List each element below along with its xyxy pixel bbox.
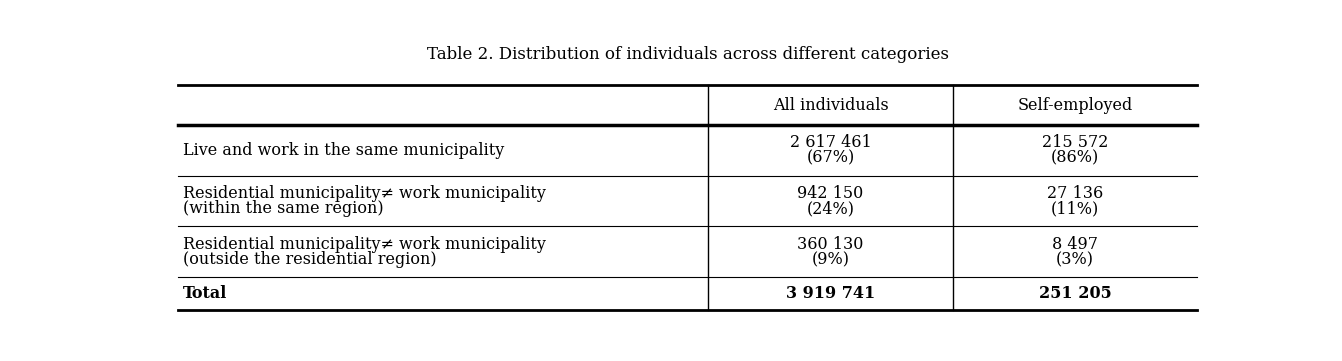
- Text: 360 130: 360 130: [797, 235, 864, 253]
- Text: 942 150: 942 150: [797, 185, 864, 202]
- Text: (11%): (11%): [1051, 200, 1099, 217]
- Text: (outside the residential region): (outside the residential region): [184, 251, 437, 268]
- Text: 215 572: 215 572: [1041, 134, 1108, 151]
- Text: 3 919 741: 3 919 741: [786, 285, 875, 302]
- Text: 27 136: 27 136: [1047, 185, 1103, 202]
- Text: 2 617 461: 2 617 461: [789, 134, 871, 151]
- Text: (3%): (3%): [1056, 251, 1094, 268]
- Text: Self-employed: Self-employed: [1017, 96, 1133, 114]
- Text: (9%): (9%): [812, 251, 849, 268]
- Text: (24%): (24%): [807, 200, 855, 217]
- Text: All individuals: All individuals: [773, 96, 888, 114]
- Text: Residential municipality≠ work municipality: Residential municipality≠ work municipal…: [184, 235, 546, 253]
- Text: (67%): (67%): [807, 150, 855, 167]
- Text: (within the same region): (within the same region): [184, 200, 384, 217]
- Text: Residential municipality≠ work municipality: Residential municipality≠ work municipal…: [184, 185, 546, 202]
- Text: 8 497: 8 497: [1052, 235, 1098, 253]
- Text: (86%): (86%): [1051, 150, 1099, 167]
- Text: Total: Total: [184, 285, 228, 302]
- Text: 251 205: 251 205: [1039, 285, 1111, 302]
- Text: Live and work in the same municipality: Live and work in the same municipality: [184, 142, 505, 159]
- Text: Table 2. Distribution of individuals across different categories: Table 2. Distribution of individuals acr…: [427, 46, 949, 63]
